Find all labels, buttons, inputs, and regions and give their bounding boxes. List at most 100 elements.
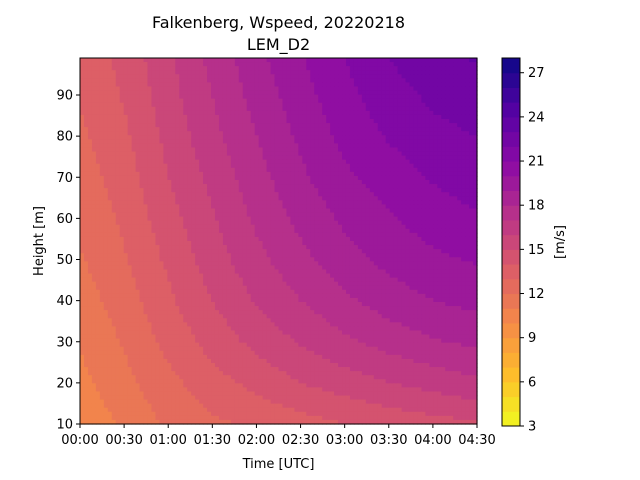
contour-cell [278, 184, 284, 189]
contour-cell [171, 151, 176, 157]
contour-cell [298, 90, 303, 96]
contour-cell [179, 139, 184, 144]
contour-cell [226, 236, 232, 242]
contour-cell [334, 86, 339, 92]
contour-cell [222, 208, 228, 214]
contour-cell [127, 86, 133, 92]
contour-cell [369, 139, 375, 144]
contour-cell [278, 175, 284, 181]
contour-cell [433, 245, 438, 250]
contour-cell [179, 159, 184, 165]
contour-cell [91, 86, 97, 92]
contour-cell [441, 119, 446, 124]
contour-cell [425, 102, 430, 108]
contour-cell [250, 204, 256, 210]
contour-cell [254, 257, 260, 262]
contour-cell [389, 216, 395, 222]
contour-cell [139, 143, 145, 149]
contour-cell [389, 167, 395, 173]
contour-cell [107, 208, 113, 214]
contour-cell [345, 245, 351, 250]
contour-cell [159, 167, 164, 173]
contour-cell [342, 236, 347, 242]
contour-cell [318, 204, 323, 210]
contour-cell [338, 102, 343, 108]
contour-cell [397, 163, 403, 169]
contour-cell [119, 220, 125, 226]
contour-cell [465, 200, 470, 205]
contour-cell [429, 232, 434, 238]
contour-cell [103, 114, 109, 120]
contour-cell [199, 212, 204, 218]
contour-cell [449, 70, 454, 75]
contour-cell [107, 66, 113, 71]
contour-cell [453, 208, 458, 214]
contour-cell [461, 253, 466, 258]
contour-cell [91, 236, 97, 242]
contour-cell [183, 119, 188, 124]
contour-cell [191, 106, 196, 112]
contour-cell [119, 98, 125, 104]
contour-cell [306, 155, 311, 161]
contour-cell [163, 58, 168, 63]
contour-cell [111, 102, 117, 108]
contour-cell [425, 188, 430, 193]
contour-cell [103, 200, 109, 205]
contour-cell [123, 131, 129, 136]
contour-cell [409, 167, 415, 173]
contour-cell [445, 143, 450, 149]
contour-cell [147, 253, 153, 258]
contour-cell [119, 106, 125, 112]
contour-cell [143, 151, 149, 157]
contour-cell [433, 253, 438, 258]
contour-cell [226, 200, 232, 205]
contour-cell [310, 192, 315, 197]
contour-cell [187, 114, 192, 120]
contour-cell [135, 200, 141, 205]
contour-cell [369, 163, 375, 169]
contour-cell [135, 70, 141, 75]
contour-cell [246, 159, 252, 165]
contour-cell [207, 147, 212, 153]
contour-cell [80, 232, 85, 238]
contour-cell [107, 167, 113, 173]
contour-cell [453, 82, 458, 88]
contour-cell [298, 58, 303, 63]
contour-cell [365, 123, 371, 128]
contour-cell [191, 188, 196, 193]
contour-cell [179, 257, 184, 262]
contour-cell [413, 114, 419, 120]
contour-cell [310, 257, 315, 262]
contour-cell [250, 159, 256, 165]
contour-cell [159, 208, 164, 214]
contour-cell [242, 204, 248, 210]
contour-cell [199, 220, 204, 226]
contour-cell [425, 184, 430, 189]
contour-cell [155, 151, 160, 157]
contour-cell [151, 102, 157, 108]
contour-cell [433, 241, 438, 246]
contour-cell [290, 90, 295, 96]
contour-cell [179, 180, 184, 185]
contour-cell [254, 253, 260, 258]
contour-cell [334, 78, 339, 83]
contour-cell [465, 139, 470, 144]
contour-cell [338, 204, 343, 210]
contour-cell [230, 110, 236, 116]
contour-cell [298, 163, 303, 169]
contour-cell [262, 241, 268, 246]
contour-cell [326, 127, 331, 132]
contour-cell [338, 224, 343, 230]
contour-cell [298, 232, 303, 238]
contour-cell [290, 228, 295, 234]
contour-cell [409, 102, 415, 108]
contour-cell [119, 249, 125, 254]
contour-cell [167, 155, 172, 161]
contour-cell [413, 245, 419, 250]
contour-cell [342, 253, 347, 258]
contour-cell [103, 196, 109, 201]
contour-cell [187, 82, 192, 88]
contour-cell [143, 216, 149, 222]
contour-cell [147, 196, 153, 201]
contour-cell [445, 232, 450, 238]
